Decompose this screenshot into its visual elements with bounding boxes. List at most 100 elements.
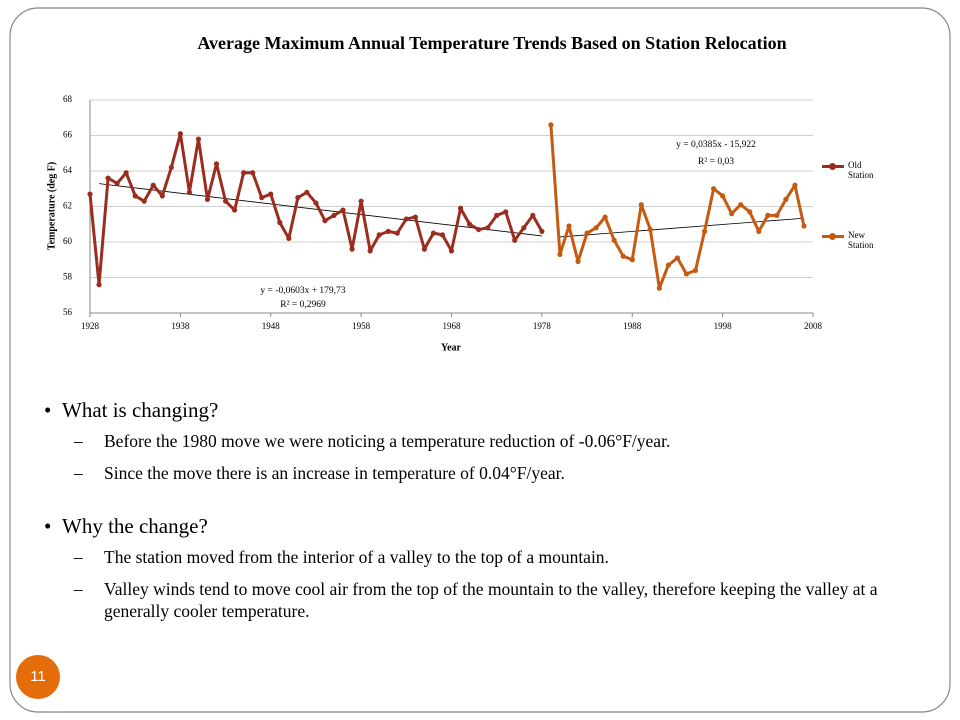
x-tick-label: 1928 [81, 321, 100, 331]
y-tick-label: 56 [63, 307, 73, 317]
data-point [783, 196, 789, 202]
data-point [539, 228, 545, 234]
data-point [656, 285, 662, 291]
data-point [186, 189, 193, 195]
sub-bullet: Before the 1980 move we were noticing a … [74, 425, 900, 457]
data-point [674, 255, 681, 261]
data-point [322, 218, 328, 224]
data-point [259, 195, 265, 201]
legend-swatch [822, 163, 844, 170]
trend-r2: R² = 0,2969 [280, 300, 326, 310]
data-point [150, 182, 156, 188]
data-point [720, 193, 726, 199]
sub-bullet: The station moved from the interior of a… [74, 541, 900, 573]
data-point [286, 235, 292, 242]
data-point [132, 193, 138, 199]
data-point [548, 122, 554, 128]
y-tick-label: 64 [63, 165, 73, 175]
data-point [457, 205, 464, 211]
data-point [159, 193, 165, 199]
data-point [629, 257, 635, 263]
data-point [177, 131, 183, 137]
bullet: What is changing? [44, 395, 960, 425]
legend-swatch [822, 233, 844, 240]
legend-label: New Station [848, 230, 874, 250]
data-point [358, 198, 364, 204]
data-point [530, 212, 536, 218]
data-point [295, 195, 301, 201]
trend-r2: R² = 0,03 [698, 157, 734, 167]
data-point [557, 251, 563, 258]
x-tick-label: 1938 [171, 321, 190, 331]
data-point [412, 214, 418, 220]
data-point [611, 237, 617, 243]
data-point [602, 214, 608, 220]
data-point [765, 212, 771, 218]
data-point [512, 237, 518, 243]
data-point [774, 212, 780, 218]
data-point [485, 225, 491, 231]
data-point [665, 262, 672, 268]
data-point [801, 223, 807, 229]
legend-entry: New Station [822, 230, 886, 250]
y-axis-label: Temperature (deg F) [46, 162, 57, 250]
data-point [114, 180, 120, 187]
bullet-group: Why the change?The station moved from th… [0, 511, 960, 627]
y-tick-label: 58 [63, 272, 73, 282]
data-point [204, 196, 211, 202]
data-point [466, 221, 473, 227]
data-point [277, 219, 283, 226]
data-point [241, 170, 247, 176]
data-point [584, 230, 590, 236]
data-point [421, 246, 427, 252]
data-point [313, 200, 319, 206]
data-point [448, 248, 455, 254]
data-point [268, 191, 274, 197]
data-point [566, 223, 572, 229]
data-point [430, 230, 437, 236]
x-tick-label: 2008 [804, 321, 823, 331]
data-point [250, 170, 256, 176]
data-point [394, 230, 400, 236]
x-tick-label: 1958 [352, 321, 371, 331]
x-tick-label: 1978 [533, 321, 552, 331]
x-tick-label: 1998 [714, 321, 733, 331]
data-point [213, 161, 220, 167]
data-point [141, 198, 147, 204]
bullet: Why the change? [44, 511, 960, 541]
data-point [222, 198, 229, 204]
data-point [729, 211, 735, 217]
data-point [376, 232, 382, 238]
data-point [340, 207, 346, 213]
data-point [638, 202, 644, 208]
data-point [647, 226, 653, 233]
y-tick-label: 66 [63, 130, 73, 140]
data-point [494, 212, 500, 218]
data-point [232, 207, 238, 213]
page-number: 11 [16, 655, 60, 699]
data-point [105, 175, 111, 181]
sub-bullet: Since the move there is an increase in t… [74, 457, 900, 489]
data-point [476, 226, 482, 233]
data-point [385, 228, 391, 234]
data-point [692, 267, 699, 273]
data-point [710, 186, 717, 192]
chart-title: Average Maximum Annual Temperature Trend… [197, 33, 786, 53]
y-tick-label: 60 [63, 236, 73, 246]
data-point [403, 216, 409, 222]
x-tick-label: 1948 [262, 321, 281, 331]
data-point [123, 170, 129, 176]
data-point [683, 271, 690, 277]
data-point [575, 258, 581, 265]
bullet-list: What is changing?Before the 1980 move we… [0, 395, 960, 649]
data-point [87, 191, 93, 197]
data-point [593, 225, 599, 231]
slide-border [9, 7, 951, 713]
data-point [195, 136, 202, 142]
data-point [168, 164, 174, 171]
y-tick-label: 68 [63, 94, 73, 104]
sub-bullet: Valley winds tend to move cool air from … [74, 573, 900, 627]
data-point [756, 228, 762, 234]
